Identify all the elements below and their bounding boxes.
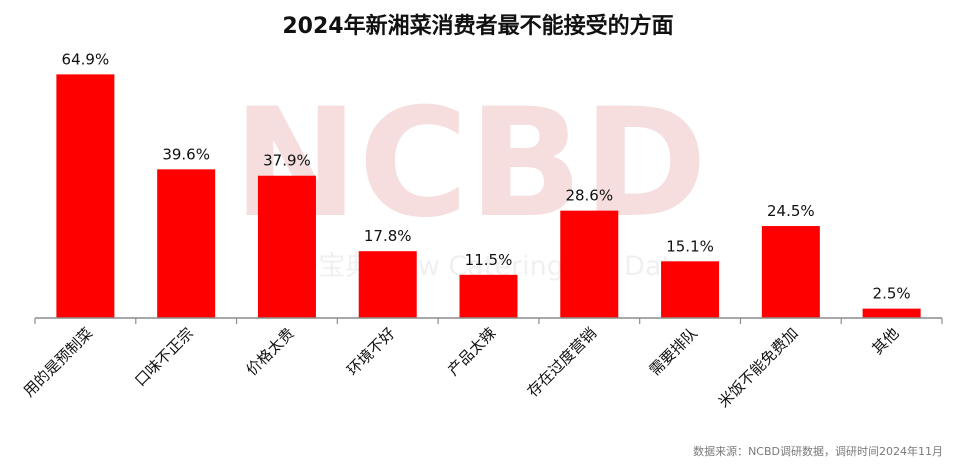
bar bbox=[761, 226, 820, 318]
data-label: 28.6% bbox=[565, 187, 613, 205]
bars bbox=[56, 74, 921, 318]
chart-title: 2024年新湘菜消费者最不能接受的方面 bbox=[282, 13, 673, 39]
bar bbox=[862, 308, 921, 318]
category-label: 口味不正宗 bbox=[131, 324, 197, 390]
bar bbox=[157, 169, 216, 318]
data-label: 11.5% bbox=[465, 251, 513, 269]
category-label: 其他 bbox=[868, 324, 902, 358]
category-label: 需要排队 bbox=[646, 324, 701, 379]
data-label: 15.1% bbox=[666, 237, 714, 255]
category-label: 产品太辣 bbox=[444, 324, 499, 379]
source-note: 数据来源：NCBD调研数据，调研时间2024年11月 bbox=[693, 444, 943, 458]
category-label: 用的是预制菜 bbox=[20, 324, 96, 400]
bar bbox=[560, 210, 619, 318]
data-label: 17.8% bbox=[364, 227, 412, 245]
category-label: 米饭不能免费加 bbox=[715, 324, 802, 411]
category-label: 价格太贵 bbox=[243, 324, 298, 379]
data-label: 2.5% bbox=[873, 285, 911, 303]
bar bbox=[459, 274, 518, 318]
category-label: 存在过度营销 bbox=[524, 324, 600, 400]
data-label: 24.5% bbox=[767, 202, 815, 220]
bar bbox=[358, 251, 417, 318]
data-label: 39.6% bbox=[162, 145, 210, 163]
data-label: 37.9% bbox=[263, 152, 311, 170]
value-labels: 64.9% 39.6% 37.9% 17.8% 11.5% 28.6% 15.1% 24.5%… bbox=[62, 50, 911, 302]
bar bbox=[56, 74, 115, 318]
bar bbox=[257, 175, 316, 318]
category-label: 环境不好 bbox=[343, 324, 398, 379]
category-labels: 用的是预制菜 口味不正宗 价格太贵 环境不好 产品太辣 存在过度营销 需要排队 米饭不能免费加… bbox=[20, 324, 903, 411]
data-label: 64.9% bbox=[62, 50, 110, 68]
x-axis-ticks bbox=[34, 318, 943, 324]
bar bbox=[661, 261, 720, 318]
